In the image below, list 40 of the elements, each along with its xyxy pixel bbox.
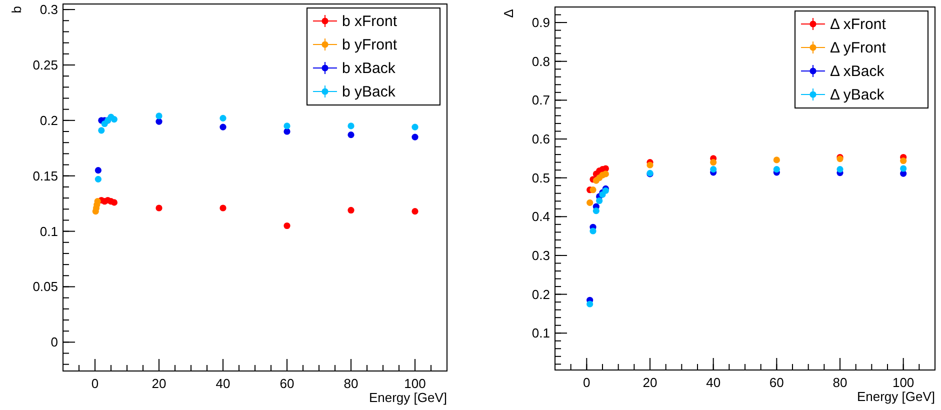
legend-label: b yBack xyxy=(342,84,396,100)
y-tick-label: 0.4 xyxy=(532,209,550,224)
y-tick-label: 0.15 xyxy=(32,168,58,184)
x-tick-label: 40 xyxy=(216,376,230,391)
legend-label: b yFront xyxy=(342,36,398,54)
x-axis-title: Energy [GeV] xyxy=(856,389,935,404)
y-tick-label: 0.2 xyxy=(40,112,58,128)
y-tick-label: 0.1 xyxy=(40,224,58,239)
y-axis-title: b xyxy=(9,6,24,14)
x-tick-label: 20 xyxy=(152,376,166,391)
x-tick-label: 80 xyxy=(832,375,848,390)
legend-label: b xFront xyxy=(342,13,398,30)
x-tick-label: 100 xyxy=(404,376,426,391)
y-tick-label: 0.05 xyxy=(32,279,58,294)
legend-label: Δ yFront xyxy=(830,40,887,56)
y-axis-title: Δ xyxy=(501,8,516,18)
y-tick-label: 0.9 xyxy=(532,15,550,30)
legend-label: Δ xFront xyxy=(830,16,887,33)
y-tick-label: 0.2 xyxy=(532,286,550,302)
x-tick-label: 0 xyxy=(91,376,99,391)
x-tick-label: 60 xyxy=(769,375,784,390)
legend-label: Δ yBack xyxy=(830,86,885,104)
legend-label: b xBack xyxy=(342,60,396,77)
x-tick-label: 100 xyxy=(892,375,914,390)
x-tick-label: 20 xyxy=(642,375,658,390)
y-tick-label: 0.3 xyxy=(532,248,550,263)
y-tick-label: 0.25 xyxy=(32,57,58,72)
x-tick-label: 0 xyxy=(583,375,590,390)
x-tick-label: 40 xyxy=(706,375,721,390)
y-tick-label: 0.1 xyxy=(532,326,550,341)
y-tick-label: 0.6 xyxy=(532,132,550,146)
x-tick-label: 60 xyxy=(280,376,294,391)
y-tick-label: 0.8 xyxy=(532,54,550,69)
y-tick-label: 0.7 xyxy=(532,92,550,108)
y-tick-label: 0.3 xyxy=(40,2,58,18)
x-tick-label: 80 xyxy=(344,376,358,391)
y-tick-label: 0 xyxy=(50,334,58,350)
legend-label: Δ xBack xyxy=(830,63,885,80)
y-tick-label: 0.5 xyxy=(532,170,550,186)
x-axis-title: Energy [GeV] xyxy=(368,390,447,405)
